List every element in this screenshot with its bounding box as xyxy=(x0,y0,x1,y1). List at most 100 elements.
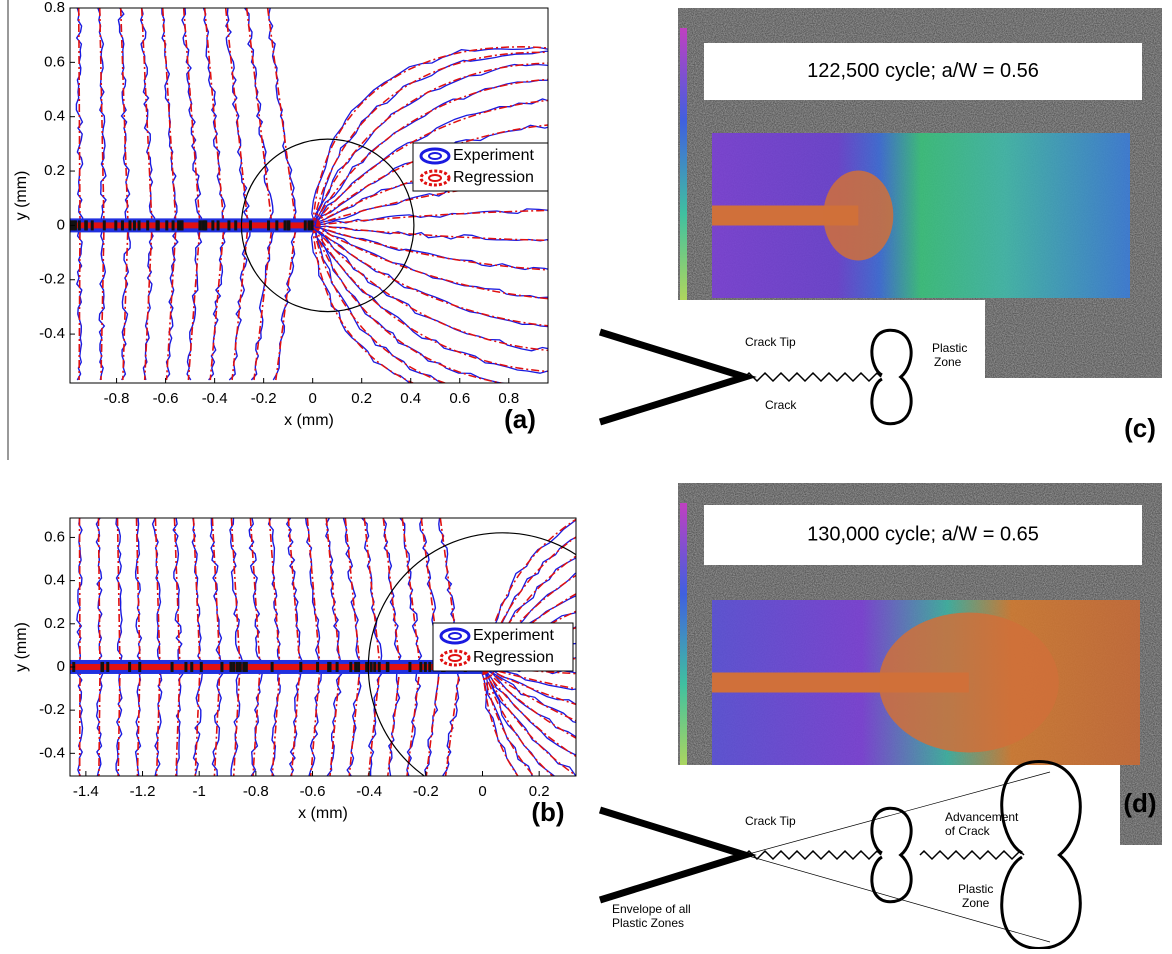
legend-swatch-inner xyxy=(428,174,442,182)
crack-dots xyxy=(310,220,314,231)
diagram-label: Plastic xyxy=(958,882,993,896)
tip-strain xyxy=(823,170,894,261)
y-tick-label: -0.2 xyxy=(39,271,65,288)
x-tick-label: 0 xyxy=(478,783,486,800)
regression-contour xyxy=(325,518,341,776)
y-tick-label: -0.4 xyxy=(39,325,65,342)
crack-dots xyxy=(307,220,311,231)
experiment-contour xyxy=(117,8,131,381)
legend-label: Experiment xyxy=(473,627,554,644)
regression-contour xyxy=(268,518,281,776)
crack-dots xyxy=(128,220,132,231)
panel-label: (d) xyxy=(1123,788,1156,818)
regression-contour xyxy=(312,209,548,227)
x-tick-label: -0.6 xyxy=(300,783,326,800)
crack-dots xyxy=(77,220,81,231)
crack-dots xyxy=(248,220,252,231)
legend-swatch-inner xyxy=(448,654,462,662)
crack-dots xyxy=(216,220,220,231)
regression-contour xyxy=(182,8,201,381)
regression-contour xyxy=(116,518,121,776)
crack-dots xyxy=(270,661,274,672)
crack-dots xyxy=(229,661,233,672)
legend-label: Regression xyxy=(473,649,554,666)
experiment-contour xyxy=(310,226,548,328)
crack-dots xyxy=(242,661,246,672)
regression-contour xyxy=(192,518,201,776)
diagram-label: Crack Tip xyxy=(745,814,796,828)
diagram-label: of Crack xyxy=(945,824,991,838)
regression-contour xyxy=(161,8,177,381)
crack-dots xyxy=(190,661,194,672)
experiment-contour xyxy=(76,518,84,776)
experiment-contour xyxy=(97,8,107,381)
regression-contour xyxy=(481,666,519,776)
envelope xyxy=(744,771,1051,856)
x-tick-label: 0.2 xyxy=(529,783,550,800)
crack-dots xyxy=(102,220,106,231)
x-tick-label: -0.8 xyxy=(243,783,269,800)
regression-contour xyxy=(77,8,81,380)
crack-dots xyxy=(120,220,124,231)
diagram-label: Advancement xyxy=(945,810,1019,824)
experiment-contour xyxy=(311,98,548,226)
regression-contour xyxy=(481,666,554,776)
experiment-contour xyxy=(482,667,576,691)
regression-contour xyxy=(211,518,221,776)
crack-band-reg xyxy=(70,222,313,229)
image-caption: 130,000 cycle; a/W = 0.65 xyxy=(807,523,1039,545)
y-tick-label: 0.6 xyxy=(44,53,65,70)
crack-dots xyxy=(101,661,105,672)
experiment-contour xyxy=(479,556,576,669)
experiment-contour xyxy=(225,8,251,381)
y-tick-label: 0.6 xyxy=(44,528,65,545)
regression-contour xyxy=(173,518,181,776)
crack-dots xyxy=(286,220,290,231)
crack-dots xyxy=(137,220,141,231)
crack-dots xyxy=(146,220,150,231)
crack-dots xyxy=(275,220,279,231)
legend-box xyxy=(412,142,549,192)
diagram-label: Crack Tip xyxy=(745,335,796,349)
experiment-contour xyxy=(311,46,548,224)
crack-dots xyxy=(267,220,271,231)
y-axis-label: y (mm) xyxy=(13,171,30,221)
crack-dots xyxy=(385,661,389,672)
crack-dots xyxy=(408,661,412,672)
crack-dots xyxy=(177,220,181,231)
crack-dots xyxy=(201,220,205,231)
crack-dots xyxy=(234,220,238,231)
regression-contour xyxy=(224,8,249,381)
experiment-contour xyxy=(312,79,548,227)
regression-contour xyxy=(482,666,576,722)
crack-dots xyxy=(165,220,169,231)
regression-contour xyxy=(97,518,101,776)
crack-dots xyxy=(238,661,242,672)
x-tick-label: -0.2 xyxy=(251,390,277,407)
regression-contour xyxy=(482,666,576,706)
experiment-contour xyxy=(209,518,224,776)
diagram-label: Plastic xyxy=(932,341,967,355)
panel-label: (b) xyxy=(531,797,564,827)
regression-contour xyxy=(230,518,241,776)
regression-contour xyxy=(312,62,548,226)
diagram-label: Zone xyxy=(962,896,990,910)
crack-dots xyxy=(199,661,203,672)
experiment-contour xyxy=(314,226,445,383)
legend-swatch xyxy=(439,627,471,645)
crack-dots xyxy=(84,220,88,231)
contours xyxy=(70,8,548,383)
crack-dots xyxy=(128,661,132,672)
crack-dots xyxy=(369,661,373,672)
experiment-contour xyxy=(482,595,576,670)
regression-contour xyxy=(382,518,401,776)
legend-swatch xyxy=(419,169,451,187)
regression-contour xyxy=(119,8,129,381)
crack-dots xyxy=(354,661,358,672)
regression-contour xyxy=(312,224,548,327)
diagram-label: Zone xyxy=(934,355,962,369)
regression-contour xyxy=(481,555,576,668)
x-tick-label: 0.6 xyxy=(449,390,470,407)
regression-contour xyxy=(344,518,361,776)
crack-line xyxy=(744,371,882,383)
